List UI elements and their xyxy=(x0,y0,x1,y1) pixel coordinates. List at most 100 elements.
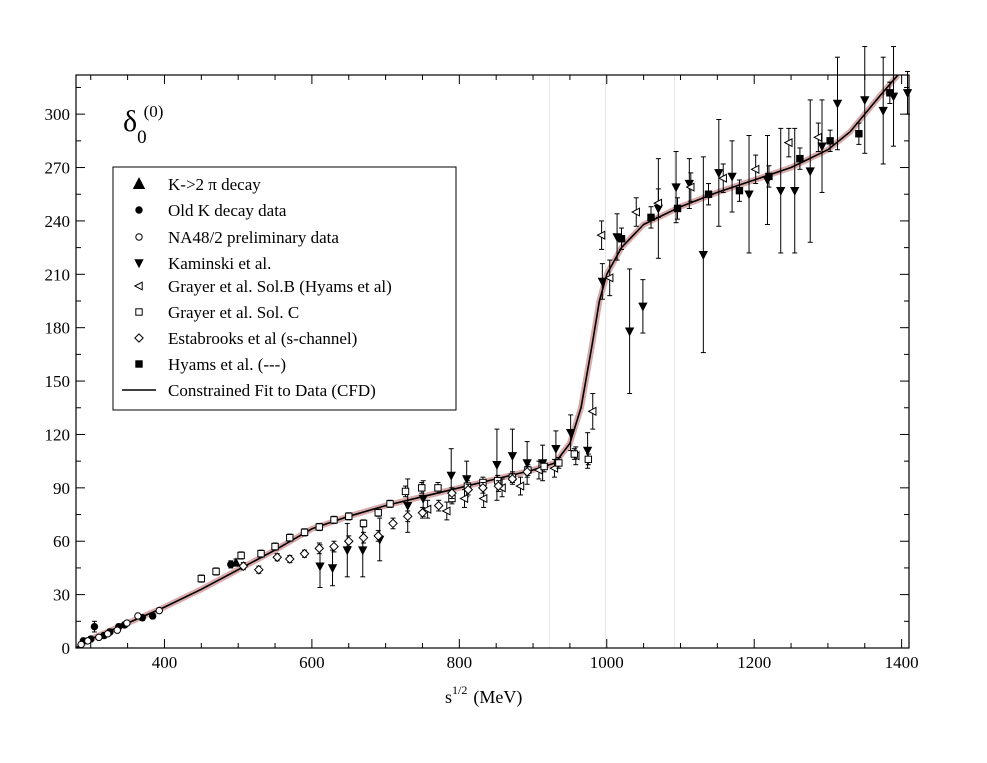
data-point-3-31 xyxy=(817,142,827,152)
data-point-6-15 xyxy=(463,484,474,495)
legend-marker-1 xyxy=(135,206,143,214)
data-point-5-5 xyxy=(286,533,294,542)
data-point-4-9 xyxy=(587,406,597,416)
data-point-3-14 xyxy=(565,428,576,438)
series-6 xyxy=(238,465,533,575)
legend-labels: K->2 π decay Old K decay data NA48/2 pre… xyxy=(168,175,392,400)
data-point-2-6 xyxy=(134,612,142,620)
data-point-3-7 xyxy=(446,471,456,481)
data-point-3-10 xyxy=(507,452,518,462)
data-point-3-23 xyxy=(698,251,708,260)
data-point-5-2 xyxy=(237,551,245,560)
data-point-6-1 xyxy=(253,564,264,575)
x-axis-title-unit: (MeV) xyxy=(473,687,522,708)
data-point-5-11 xyxy=(374,509,382,517)
data-point-3-30 xyxy=(805,167,815,177)
data-point-3-6 xyxy=(418,494,428,504)
data-point-3-28 xyxy=(776,186,786,196)
data-point-2-3 xyxy=(103,630,112,638)
title-symbol: δ xyxy=(123,105,137,138)
y-tick-label-2: 60 xyxy=(53,532,70,551)
data-point-7-5 xyxy=(765,172,773,181)
legend-markers xyxy=(122,177,156,391)
legend-marker-2 xyxy=(135,233,143,241)
x-tick-label-4: 1200 xyxy=(737,653,771,672)
data-point-3-29 xyxy=(790,186,800,196)
x-axis-title-sup: 1/2 xyxy=(452,683,467,697)
data-point-6-2 xyxy=(272,552,283,563)
data-point-3-8 xyxy=(462,475,472,485)
x-tick-label-3: 1000 xyxy=(590,653,624,672)
title-subscript: 0 xyxy=(137,127,147,148)
data-point-3-5 xyxy=(403,501,413,511)
plot-frame xyxy=(75,74,910,649)
y-tick-label-6: 180 xyxy=(45,319,71,338)
data-point-3-25 xyxy=(727,172,737,182)
data-point-6-7 xyxy=(343,536,354,547)
y-tick-label-0: 0 xyxy=(62,639,71,658)
fit-curve-layer xyxy=(76,75,901,648)
data-point-5-1 xyxy=(212,567,220,576)
data-point-4-14 xyxy=(685,182,695,192)
data-point-2-4 xyxy=(113,626,121,634)
data-point-5-0 xyxy=(197,574,206,583)
data-point-4-5 xyxy=(515,481,525,491)
legend-marker-3 xyxy=(134,259,144,269)
y-tick-label-5: 150 xyxy=(45,372,71,391)
legend-box xyxy=(112,166,457,411)
x-tick-label-1: 600 xyxy=(299,653,325,672)
legend-label-hyams: Hyams et al. (---) xyxy=(168,355,286,374)
y-tick-label-7: 210 xyxy=(45,265,71,284)
data-point-4-13 xyxy=(653,198,663,208)
data-point-6-11 xyxy=(402,511,413,522)
series-7 xyxy=(617,81,894,250)
data-point-3-3 xyxy=(358,546,368,556)
data-point-2-2 xyxy=(95,633,103,642)
data-point-6-10 xyxy=(388,518,398,529)
data-point-4-16 xyxy=(750,164,760,174)
data-point-3-34 xyxy=(878,106,888,116)
legend-label-estabrooks: Estabrooks et al (s-channel) xyxy=(168,329,357,348)
data-point-4-10 xyxy=(596,230,606,240)
data-point-6-8 xyxy=(358,532,369,543)
legend-label-na48: NA48/2 preliminary data xyxy=(168,228,339,247)
data-point-5-4 xyxy=(271,542,279,551)
series-2 xyxy=(77,606,164,649)
data-point-5-8 xyxy=(330,516,338,524)
series-4 xyxy=(422,122,823,521)
data-point-4-1 xyxy=(441,506,451,516)
title-superscript: (0) xyxy=(144,102,164,121)
data-point-7-6 xyxy=(796,154,804,163)
data-series-layer xyxy=(77,46,913,649)
data-point-6-3 xyxy=(284,554,295,564)
legend-label-grayer-b: Grayer et al. Sol.B (Hyams et al) xyxy=(168,277,392,296)
data-point-3-21 xyxy=(671,183,681,193)
data-point-4-15 xyxy=(717,173,727,183)
x-axis-title-base: s xyxy=(445,687,452,707)
data-point-6-4 xyxy=(299,548,310,559)
data-point-4-17 xyxy=(783,137,793,148)
data-point-5-25 xyxy=(584,455,593,464)
data-point-6-17 xyxy=(493,481,504,491)
data-point-7-8 xyxy=(855,130,863,138)
legend-marker-4 xyxy=(133,281,143,291)
fit-curve xyxy=(76,75,899,648)
y-tick-label-8: 240 xyxy=(45,212,71,231)
legend-label-k2pi: K->2 π decay xyxy=(168,175,261,194)
data-point-6-0 xyxy=(238,561,249,572)
data-point-3-15 xyxy=(582,446,593,456)
data-point-5-6 xyxy=(300,528,309,537)
data-point-6-6 xyxy=(329,541,339,552)
data-point-3-0 xyxy=(315,562,325,572)
data-point-3-26 xyxy=(744,190,754,200)
data-point-2-7 xyxy=(155,606,164,615)
data-point-3-11 xyxy=(522,459,532,469)
chart-title: δ0 (0) xyxy=(123,102,163,148)
data-point-7-9 xyxy=(886,89,894,97)
data-point-5-10 xyxy=(359,519,368,528)
data-point-5-9 xyxy=(345,512,353,521)
data-point-6-9 xyxy=(373,531,384,541)
legend-label-old-k: Old K decay data xyxy=(168,201,287,220)
data-point-6-16 xyxy=(478,482,488,493)
